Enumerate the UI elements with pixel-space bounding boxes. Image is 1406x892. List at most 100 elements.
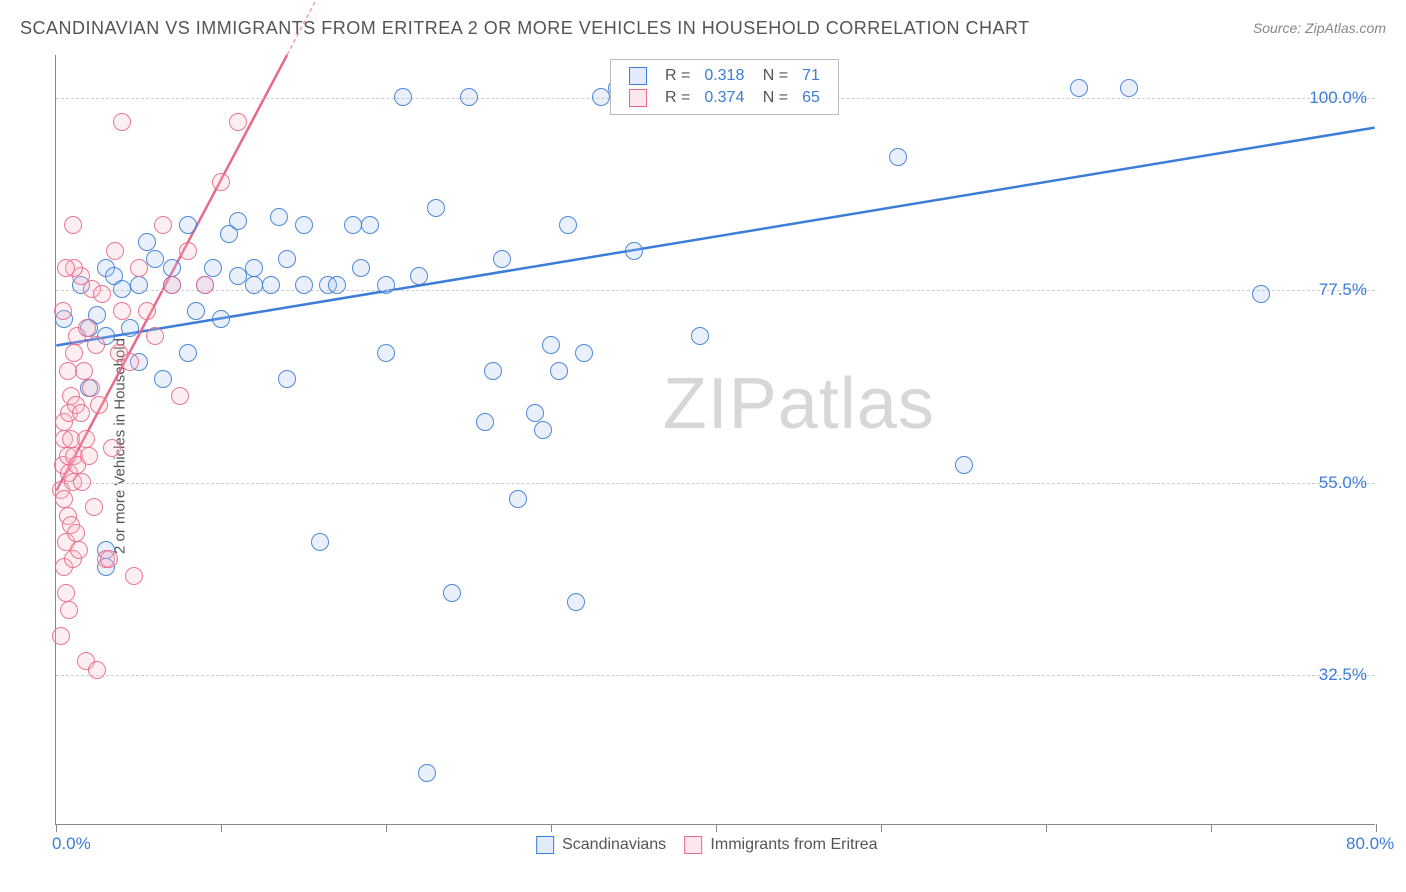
scatter-point: [575, 344, 593, 362]
x-tick-label: 80.0%: [1346, 834, 1394, 854]
scatter-point: [138, 302, 156, 320]
scatter-point: [262, 276, 280, 294]
scatter-point: [59, 362, 77, 380]
scatter-point: [559, 216, 577, 234]
chart-container: SCANDINAVIAN VS IMMIGRANTS FROM ERITREA …: [0, 0, 1406, 892]
scatter-point: [87, 336, 105, 354]
scatter-point: [270, 208, 288, 226]
x-tick-label: 0.0%: [52, 834, 91, 854]
scatter-point: [204, 259, 222, 277]
watermark: ZIPatlas: [663, 363, 935, 445]
scatter-point: [52, 627, 70, 645]
scatter-point: [85, 498, 103, 516]
scatter-point: [1120, 79, 1138, 97]
scatter-point: [229, 113, 247, 131]
scatter-point: [394, 88, 412, 106]
watermark-brand1: ZIP: [663, 364, 778, 444]
scatter-point: [77, 430, 95, 448]
scatter-point: [344, 216, 362, 234]
scatter-point: [410, 267, 428, 285]
scatter-point: [57, 259, 75, 277]
scatter-point: [278, 370, 296, 388]
scatter-point: [418, 764, 436, 782]
scatter-point: [229, 267, 247, 285]
scatter-point: [60, 601, 78, 619]
scatter-point: [212, 173, 230, 191]
scatter-point: [179, 216, 197, 234]
scatter-point: [245, 259, 263, 277]
scatter-point: [526, 404, 544, 422]
watermark-brand2: atlas: [778, 364, 935, 444]
scatter-point: [311, 533, 329, 551]
x-tick: [716, 824, 717, 832]
scatter-point: [65, 344, 83, 362]
scatter-point: [138, 233, 156, 251]
scatter-point: [352, 259, 370, 277]
x-tick: [881, 824, 882, 832]
plot-area: ZIPatlas 32.5%55.0%77.5%100.0%0.0%80.0%R…: [55, 55, 1375, 825]
scatter-point: [130, 276, 148, 294]
scatter-point: [113, 280, 131, 298]
scatter-point: [278, 250, 296, 268]
trendlines-svg: [56, 55, 1375, 824]
x-tick: [56, 824, 57, 832]
scatter-point: [377, 344, 395, 362]
scatter-point: [534, 421, 552, 439]
scatter-point: [72, 404, 90, 422]
scatter-point: [196, 276, 214, 294]
scatter-point: [90, 396, 108, 414]
scatter-point: [163, 259, 181, 277]
scatter-point: [78, 319, 96, 337]
scatter-point: [64, 216, 82, 234]
scatter-point: [70, 541, 88, 559]
scatter-point: [229, 212, 247, 230]
scatter-point: [592, 88, 610, 106]
scatter-point: [889, 148, 907, 166]
scatter-point: [113, 302, 131, 320]
scatter-point: [73, 473, 91, 491]
scatter-point: [100, 550, 118, 568]
x-tick: [1046, 824, 1047, 832]
scatter-point: [75, 362, 93, 380]
scatter-point: [542, 336, 560, 354]
scatter-point: [328, 276, 346, 294]
y-tick-label: 77.5%: [1319, 280, 1367, 300]
x-tick: [551, 824, 552, 832]
y-tick-label: 32.5%: [1319, 665, 1367, 685]
x-tick: [221, 824, 222, 832]
scatter-point: [212, 310, 230, 328]
scatter-point: [567, 593, 585, 611]
scatter-point: [295, 216, 313, 234]
scatter-point: [691, 327, 709, 345]
scatter-point: [154, 370, 172, 388]
scatter-point: [625, 242, 643, 260]
scatter-point: [67, 524, 85, 542]
y-tick-label: 100.0%: [1309, 88, 1367, 108]
scatter-point: [146, 250, 164, 268]
scatter-point: [179, 242, 197, 260]
scatter-point: [103, 439, 121, 457]
scatter-point: [55, 490, 73, 508]
scatter-point: [80, 447, 98, 465]
x-tick: [386, 824, 387, 832]
scatter-point: [88, 661, 106, 679]
gridline-h: [56, 675, 1375, 676]
legend-series: Scandinavians Immigrants from Eritrea: [536, 836, 896, 854]
chart-title: SCANDINAVIAN VS IMMIGRANTS FROM ERITREA …: [20, 18, 1030, 39]
scatter-point: [295, 276, 313, 294]
scatter-point: [550, 362, 568, 380]
scatter-point: [955, 456, 973, 474]
scatter-point: [361, 216, 379, 234]
scatter-point: [106, 242, 124, 260]
scatter-point: [1070, 79, 1088, 97]
scatter-point: [57, 584, 75, 602]
legend-stats: R =0.318 N =71R =0.374 N =65: [610, 59, 839, 115]
scatter-point: [493, 250, 511, 268]
scatter-point: [54, 302, 72, 320]
scatter-point: [443, 584, 461, 602]
scatter-point: [1252, 285, 1270, 303]
scatter-point: [171, 387, 189, 405]
gridline-h: [56, 483, 1375, 484]
x-tick: [1376, 824, 1377, 832]
scatter-point: [130, 259, 148, 277]
